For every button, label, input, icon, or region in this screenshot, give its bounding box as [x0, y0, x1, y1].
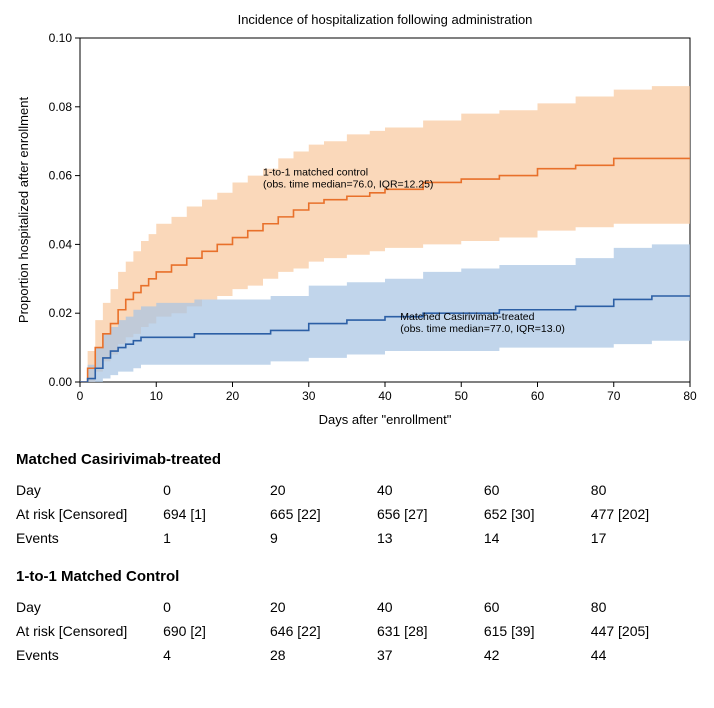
series-label-treated: Matched Casirivimab-treated — [400, 311, 534, 323]
cell: 694 [1] — [163, 502, 270, 526]
table-row: Events19131417 — [16, 526, 698, 550]
risk-tables: Matched Casirivimab-treatedDay020406080A… — [10, 451, 704, 667]
x-tick-label: 0 — [77, 389, 84, 403]
y-tick-label: 0.04 — [49, 237, 73, 251]
row-label: Events — [16, 526, 163, 550]
cell: 14 — [484, 526, 591, 550]
row-label: At risk [Censored] — [16, 619, 163, 643]
cell: 13 — [377, 526, 484, 550]
row-label: Day — [16, 595, 163, 619]
table-row: Day020406080 — [16, 478, 698, 502]
y-axis-label: Proportion hospitalized after enrollment — [16, 97, 31, 324]
x-tick-label: 30 — [302, 389, 316, 403]
cell: 656 [27] — [377, 502, 484, 526]
cell: 20 — [270, 478, 377, 502]
cell: 40 — [377, 478, 484, 502]
chart-container: Incidence of hospitalization following a… — [10, 10, 704, 433]
series-sublabel-treated: (obs. time median=77.0, IQR=13.0) — [400, 323, 565, 335]
table-row: At risk [Censored]694 [1]665 [22]656 [27… — [16, 502, 698, 526]
cumulative-incidence-chart: Incidence of hospitalization following a… — [10, 10, 704, 430]
cell: 447 [205] — [591, 619, 698, 643]
cell: 9 — [270, 526, 377, 550]
cell: 80 — [591, 478, 698, 502]
cell: 80 — [591, 595, 698, 619]
cell: 42 — [484, 643, 591, 667]
cell: 631 [28] — [377, 619, 484, 643]
x-tick-label: 50 — [455, 389, 469, 403]
row-label: Events — [16, 643, 163, 667]
table-row: At risk [Censored]690 [2]646 [22]631 [28… — [16, 619, 698, 643]
cell: 60 — [484, 478, 591, 502]
x-tick-label: 60 — [531, 389, 545, 403]
table-title: Matched Casirivimab-treated — [16, 451, 698, 468]
cell: 20 — [270, 595, 377, 619]
x-tick-label: 70 — [607, 389, 621, 403]
cell: 690 [2] — [163, 619, 270, 643]
risk-table-0: Day020406080At risk [Censored]694 [1]665… — [16, 478, 698, 550]
chart-title: Incidence of hospitalization following a… — [238, 12, 533, 27]
x-tick-label: 80 — [683, 389, 697, 403]
y-tick-label: 0.08 — [49, 100, 73, 114]
table-title: 1-to-1 Matched Control — [16, 568, 698, 585]
table-row: Day020406080 — [16, 595, 698, 619]
y-tick-label: 0.06 — [49, 169, 73, 183]
cell: 1 — [163, 526, 270, 550]
table-row: Events428374244 — [16, 643, 698, 667]
cell: 652 [30] — [484, 502, 591, 526]
cell: 665 [22] — [270, 502, 377, 526]
y-tick-label: 0.00 — [49, 375, 73, 389]
series-label-control: 1-to-1 matched control — [263, 167, 368, 179]
cell: 40 — [377, 595, 484, 619]
risk-table-1: Day020406080At risk [Censored]690 [2]646… — [16, 595, 698, 667]
cell: 17 — [591, 526, 698, 550]
x-tick-label: 20 — [226, 389, 240, 403]
y-tick-label: 0.02 — [49, 306, 73, 320]
cell: 44 — [591, 643, 698, 667]
cell: 646 [22] — [270, 619, 377, 643]
x-axis-label: Days after "enrollment" — [319, 412, 452, 427]
row-label: At risk [Censored] — [16, 502, 163, 526]
series-sublabel-control: (obs. time median=76.0, IQR=12.25) — [263, 179, 433, 191]
x-tick-label: 40 — [378, 389, 392, 403]
y-tick-label: 0.10 — [49, 31, 73, 45]
cell: 0 — [163, 478, 270, 502]
cell: 37 — [377, 643, 484, 667]
cell: 615 [39] — [484, 619, 591, 643]
cell: 28 — [270, 643, 377, 667]
cell: 0 — [163, 595, 270, 619]
x-tick-label: 10 — [150, 389, 164, 403]
cell: 4 — [163, 643, 270, 667]
row-label: Day — [16, 478, 163, 502]
cell: 60 — [484, 595, 591, 619]
cell: 477 [202] — [591, 502, 698, 526]
